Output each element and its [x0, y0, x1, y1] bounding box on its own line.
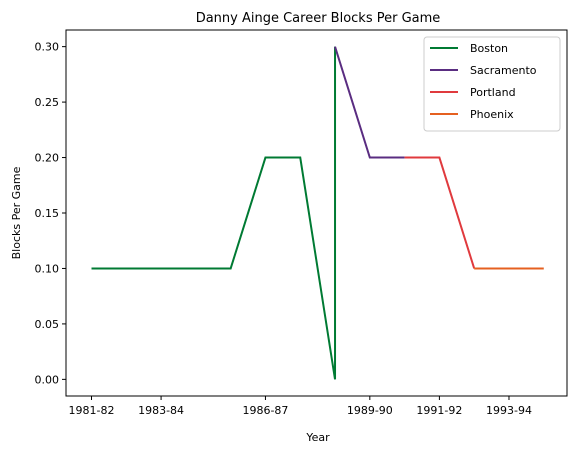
y-tick-label: 0.30: [35, 41, 60, 54]
legend-label-phoenix: Phoenix: [470, 108, 514, 121]
y-tick-label: 0.10: [35, 262, 60, 275]
series-line-portland: [404, 156, 476, 269]
y-tick-label: 0.00: [35, 373, 60, 386]
y-axis-ticks: 0.00 0.05 0.10 0.15 0.20 0.25 0.30: [35, 41, 66, 386]
x-axis-label: Year: [305, 431, 330, 444]
series-lines: [91, 46, 544, 380]
y-axis-label: Blocks Per Game: [10, 166, 23, 259]
y-tick-label: 0.05: [35, 318, 60, 331]
x-tick-label: 1993-94: [486, 404, 532, 417]
legend-label-boston: Boston: [470, 42, 508, 55]
x-tick-label: 1981-82: [69, 404, 115, 417]
legend-box: [423, 36, 561, 132]
legend-label-portland: Portland: [470, 86, 516, 99]
x-tick-label: 1991-92: [416, 404, 462, 417]
legend: Boston Sacramento Portland Phoenix: [423, 36, 561, 132]
x-tick-label: 1986-87: [242, 404, 288, 417]
x-tick-label: 1989-90: [347, 404, 393, 417]
x-tick-label: 1983-84: [138, 404, 184, 417]
y-tick-label: 0.25: [35, 96, 60, 109]
y-tick-label: 0.20: [35, 152, 60, 165]
chart-title: Danny Ainge Career Blocks Per Game: [196, 11, 441, 26]
legend-label-sacramento: Sacramento: [470, 64, 537, 77]
y-tick-label: 0.15: [35, 207, 60, 220]
series-line-boston: [91, 46, 337, 380]
series-line-sacramento: [334, 46, 405, 159]
x-axis-ticks: 1981-82 1983-84 1986-87 1989-90 1991-92 1993-…: [69, 396, 532, 417]
